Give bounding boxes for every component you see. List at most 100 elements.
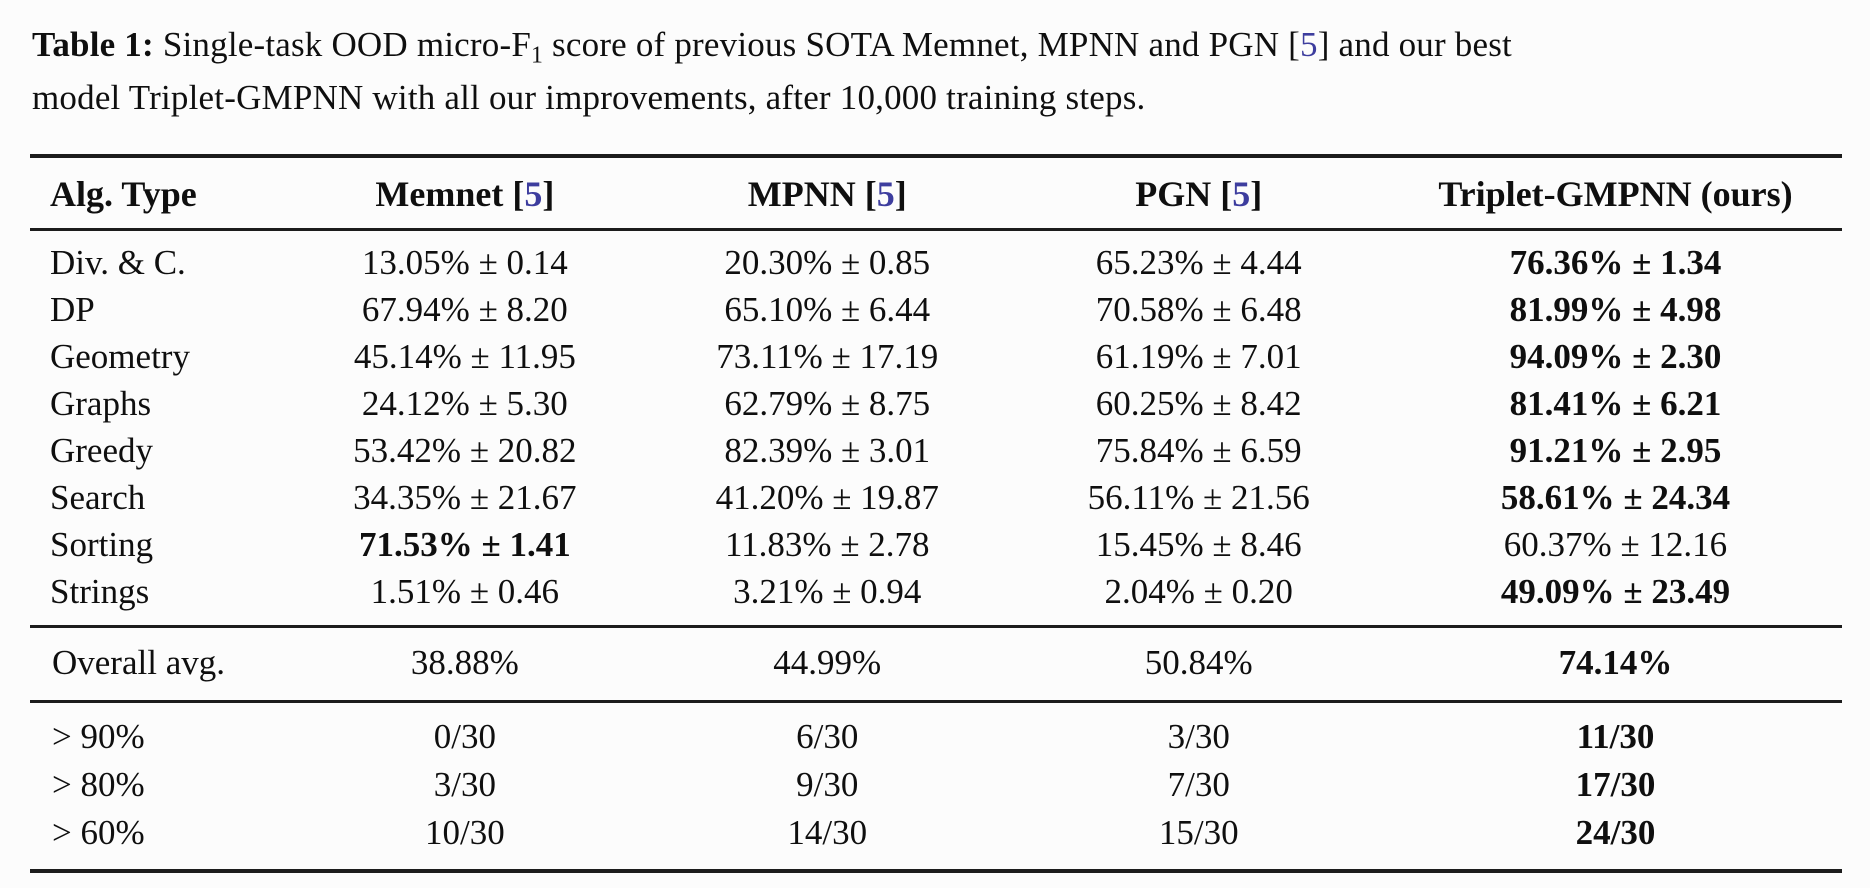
triplet-count-cell: 11/30 [1576, 716, 1655, 756]
mpnn-count-cell: 14/30 [787, 812, 868, 852]
column-label: Memnet [375, 173, 513, 214]
memnet-score-cell: 71.53% ± 1.41 [359, 525, 571, 565]
pgn-score-cell: 60.25% ± 8.42 [1095, 384, 1302, 424]
mpnn-count-cell: 6/30 [796, 716, 859, 756]
pgn-score-cell: 70.58% ± 6.48 [1095, 290, 1302, 330]
threshold-row: > 60% 10/30 14/30 15/30 24/30 [30, 809, 1842, 871]
citation-bracket: ] [542, 173, 555, 214]
threshold-row: > 80% 3/30 9/30 7/30 17/30 [30, 761, 1842, 809]
table-row: DP 67.94% ± 8.20 65.10% ± 6.44 70.58% ± … [30, 287, 1842, 334]
pgn-score-cell: 56.11% ± 21.56 [1087, 478, 1310, 518]
triplet-score-cell: 81.41% ± 6.21 [1509, 384, 1722, 424]
mpnn-score-cell: 11.83% ± 2.78 [724, 525, 930, 565]
citation-ref-link[interactable]: 5 [876, 173, 895, 214]
pgn-count-cell: 15/30 [1158, 812, 1239, 852]
triplet-count-cell: 17/30 [1575, 764, 1656, 804]
table-row: Search 34.35% ± 21.67 41.20% ± 19.87 56.… [30, 475, 1842, 522]
mpnn-overall-cell: 44.99% [646, 624, 1009, 703]
header-row: Alg. Type Memnet [5] MPNN [5] PGN [5] Tr… [30, 155, 1842, 231]
table-row: Sorting 71.53% ± 1.41 11.83% ± 2.78 15.4… [30, 522, 1842, 569]
table-row: Geometry 45.14% ± 11.95 73.11% ± 17.19 6… [30, 334, 1842, 381]
scores-section: Div. & C. 13.05% ± 0.14 20.30% ± 0.85 65… [30, 229, 1842, 626]
results-table: Alg. Type Memnet [5] MPNN [5] PGN [5] Tr… [30, 153, 1842, 873]
pgn-count-cell: 7/30 [1167, 764, 1230, 804]
memnet-count-cell: 10/30 [425, 812, 505, 852]
triplet-overall-cell: 74.14% [1388, 624, 1842, 703]
citation-ref-link[interactable]: 5 [1300, 25, 1318, 64]
pgn-score-cell: 75.84% ± 6.59 [1095, 431, 1302, 471]
thresholds-section: > 90% 0/30 6/30 3/30 11/30 > 80% 3/30 9/… [30, 701, 1842, 871]
memnet-score-cell: 53.42% ± 20.82 [353, 431, 577, 471]
triplet-count-cell: 24/30 [1575, 812, 1656, 852]
table-row: Greedy 53.42% ± 20.82 82.39% ± 3.01 75.8… [30, 428, 1842, 475]
table-header: Alg. Type Memnet [5] MPNN [5] PGN [5] Tr… [30, 155, 1842, 231]
mpnn-score-cell: 65.10% ± 6.44 [724, 290, 931, 330]
citation-bracket: [ [512, 173, 525, 214]
overall-avg-row: Overall avg. 38.88% 44.99% 50.84% 74.14% [30, 624, 1842, 703]
row-label: Div. & C. [50, 243, 186, 283]
triplet-score-cell: 49.09% ± 23.49 [1500, 572, 1731, 612]
column-label: PGN [1135, 173, 1221, 214]
pgn-score-cell: 65.23% ± 4.44 [1095, 243, 1302, 283]
row-label: DP [50, 290, 95, 330]
column-header-pgn: PGN [5] [1008, 155, 1389, 231]
triplet-score-cell: 91.21% ± 2.95 [1509, 431, 1722, 471]
caption-text-c: and our best model Triplet-GMPNN with al… [32, 25, 1512, 117]
overall-avg-section: Overall avg. 38.88% 44.99% 50.84% 74.14% [30, 624, 1842, 703]
row-label: Sorting [50, 525, 154, 565]
citation-ref-link[interactable]: 5 [1232, 173, 1251, 214]
threshold-row: > 90% 0/30 6/30 3/30 11/30 [30, 701, 1842, 761]
citation-bracket: ] [1250, 173, 1263, 214]
mpnn-score-cell: 41.20% ± 19.87 [715, 478, 939, 518]
triplet-score-cell: 60.37% ± 12.16 [1503, 525, 1728, 565]
caption-text-b: score of previous SOTA Memnet, MPNN and … [543, 25, 1289, 64]
triplet-score-cell: 76.36% ± 1.34 [1509, 243, 1722, 283]
triplet-score-cell: 58.61% ± 24.34 [1500, 478, 1731, 518]
caption-text-a: Single-task OOD micro-F [153, 25, 531, 64]
row-label: > 60% [52, 812, 145, 852]
column-header-triplet-gmpnn: Triplet-GMPNN (ours) [1388, 155, 1842, 231]
mpnn-score-cell: 3.21% ± 0.94 [733, 572, 922, 612]
memnet-score-cell: 24.12% ± 5.30 [361, 384, 568, 424]
pgn-score-cell: 2.04% ± 0.20 [1104, 572, 1293, 612]
row-label: Overall avg. [30, 624, 284, 703]
citation-bracket: ] [894, 173, 907, 214]
citation-ref-link[interactable]: 5 [524, 173, 543, 214]
table-caption: Table 1: Single-task OOD micro-F1 score … [32, 24, 1572, 118]
table-row: Div. & C. 13.05% ± 0.14 20.30% ± 0.85 65… [30, 229, 1842, 287]
citation-bracket: [ [1288, 25, 1300, 64]
row-label: Graphs [50, 384, 152, 424]
row-label: Strings [50, 572, 150, 612]
column-header-mpnn: MPNN [5] [646, 155, 1009, 231]
row-label: > 80% [52, 764, 145, 804]
mpnn-count-cell: 9/30 [796, 764, 859, 804]
pgn-count-cell: 3/30 [1167, 716, 1230, 756]
memnet-score-cell: 67.94% ± 8.20 [361, 290, 568, 330]
row-label: Search [50, 478, 146, 518]
memnet-count-cell: 0/30 [433, 716, 496, 756]
table-row: Strings 1.51% ± 0.46 3.21% ± 0.94 2.04% … [30, 569, 1842, 627]
memnet-score-cell: 1.51% ± 0.46 [370, 572, 560, 612]
mpnn-score-cell: 82.39% ± 3.01 [724, 431, 931, 471]
triplet-score-cell: 81.99% ± 4.98 [1509, 290, 1722, 330]
pgn-score-cell: 15.45% ± 8.46 [1095, 525, 1302, 565]
citation-bracket: ] [1317, 25, 1330, 64]
row-label: > 90% [52, 716, 145, 756]
pgn-score-cell: 61.19% ± 7.01 [1095, 337, 1302, 377]
memnet-count-cell: 3/30 [433, 764, 496, 804]
memnet-score-cell: 13.05% ± 0.14 [361, 243, 568, 283]
mpnn-score-cell: 73.11% ± 17.19 [716, 337, 939, 377]
caption-label: Table 1: [32, 25, 154, 64]
citation-bracket: [ [1220, 173, 1233, 214]
table-row: Graphs 24.12% ± 5.30 62.79% ± 8.75 60.25… [30, 381, 1842, 428]
pgn-overall-cell: 50.84% [1008, 624, 1389, 703]
column-header-memnet: Memnet [5] [283, 155, 647, 231]
column-header-alg-type: Alg. Type [30, 155, 284, 231]
memnet-overall-cell: 38.88% [283, 624, 647, 703]
memnet-score-cell: 45.14% ± 11.95 [353, 337, 576, 377]
mpnn-score-cell: 20.30% ± 0.85 [724, 243, 931, 283]
caption-subscript: 1 [531, 42, 544, 69]
column-label: MPNN [747, 173, 865, 214]
triplet-score-cell: 94.09% ± 2.30 [1509, 337, 1722, 377]
